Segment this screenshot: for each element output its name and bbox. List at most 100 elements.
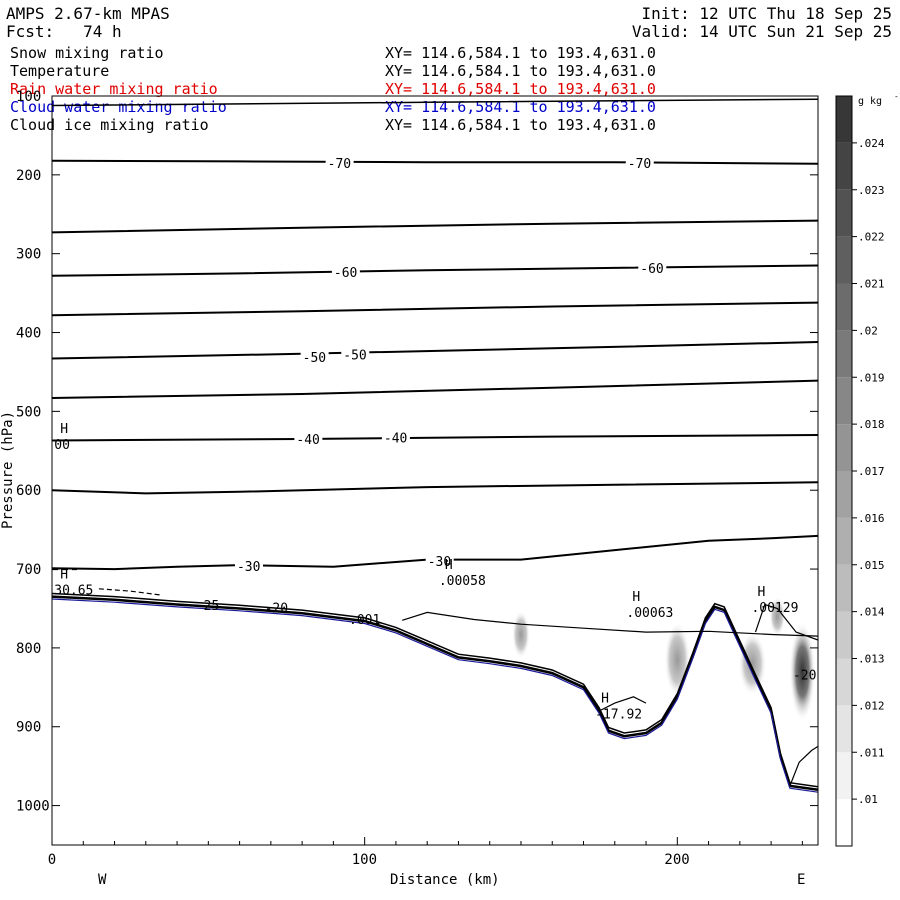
colorbar-tick-label: .023 — [858, 184, 885, 197]
isotherm-label: -30 — [237, 560, 260, 575]
contour-label: -25 — [196, 599, 219, 614]
field-name-cloud-ice: Cloud ice mixing ratio — [10, 116, 209, 134]
isotherm-line — [51, 264, 819, 277]
colorbar-tick-label: .015 — [858, 559, 885, 572]
colorbar-tick-label: .018 — [858, 418, 885, 431]
colorbar-segment — [836, 96, 852, 143]
isotherm-label: -70 — [628, 157, 651, 172]
isotherm-line — [51, 98, 819, 107]
high-marker: H — [445, 558, 453, 573]
colorbar-segment — [836, 377, 852, 425]
y-tick-label: 400 — [16, 326, 41, 342]
model-title: AMPS 2.67-km MPAS — [6, 4, 170, 23]
field-xy-rain: XY= 114.6,584.1 to 193.4,631.0 — [385, 80, 656, 98]
colorbar-tick-label: .011 — [858, 746, 885, 759]
high-value: -17.92 — [595, 707, 642, 722]
isotherm-label-bg — [381, 429, 410, 444]
colorbar-segment — [836, 424, 852, 471]
dashed-contour — [98, 588, 162, 596]
field-xy-snow: XY= 114.6,584.1 to 193.4,631.0 — [385, 44, 656, 62]
y-tick-label: 700 — [16, 562, 41, 578]
high-value: 00 — [54, 438, 70, 453]
y-tick-label: 500 — [16, 404, 41, 420]
high-value: .00058 — [439, 574, 486, 589]
forecast-hour: Fcst: 74 h — [6, 22, 122, 41]
isotherm-line — [51, 159, 819, 165]
isotherm-line — [51, 434, 819, 442]
isotherm-label-bg — [300, 348, 329, 363]
cloud-contour — [402, 611, 819, 637]
high-value: .00129 — [751, 601, 798, 616]
colorbar-tick-label: .022 — [858, 231, 885, 244]
high-marker: H — [601, 691, 609, 706]
colorbar-tick-label: .013 — [858, 653, 885, 666]
y-tick-label: 800 — [16, 641, 41, 657]
colorbar-segment — [836, 564, 852, 612]
isotherm-label-bg — [325, 155, 354, 170]
y-tick-label: 900 — [16, 720, 41, 736]
contour-label: -20 — [265, 601, 288, 616]
colorbar-segment — [836, 142, 852, 190]
colorbar-segment — [836, 611, 852, 659]
colorbar-tick-label: .014 — [858, 606, 885, 619]
colorbar-segment — [836, 799, 852, 846]
y-tick-label: 100 — [16, 89, 41, 105]
field-name-temperature: Temperature — [10, 62, 110, 80]
east-label: E — [797, 872, 805, 888]
cloud-contour — [789, 745, 819, 787]
isotherm-label-bg — [294, 430, 323, 445]
field-xy-temperature: XY= 114.6,584.1 to 193.4,631.0 — [385, 62, 656, 80]
colorbar-segment — [836, 283, 852, 331]
high-value: .00063 — [626, 606, 673, 621]
colorbar-segment — [836, 471, 852, 518]
y-tick-label: 1000 — [16, 799, 50, 815]
shading-blob — [789, 621, 816, 722]
isotherm-line — [51, 341, 819, 360]
colorbar-unit-exponent: -1 — [894, 92, 900, 101]
x-axis-label: Distance (km) — [390, 872, 500, 888]
colorbar-unit: g kg — [858, 96, 882, 107]
isotherm-label-bg — [341, 346, 370, 361]
terrain-line — [51, 592, 819, 788]
cloud-contour — [754, 603, 819, 641]
x-tick-label: 100 — [352, 852, 377, 868]
isotherm-label: -60 — [334, 266, 357, 281]
x-tick-label: 200 — [664, 852, 689, 868]
isotherm-label: -30 — [428, 555, 451, 570]
shading-blob — [664, 621, 691, 698]
field-xy-cloud-ice: XY= 114.6,584.1 to 193.4,631.0 — [385, 116, 656, 134]
contour-label: .001 — [349, 613, 380, 628]
isotherm-line — [51, 379, 819, 399]
isotherm-line — [51, 481, 819, 495]
isotherm-line — [51, 301, 819, 317]
init-time: Init: 12 UTC Thu 18 Sep 25 — [641, 4, 892, 23]
west-label: W — [98, 872, 107, 888]
valid-time: Valid: 14 UTC Sun 21 Sep 25 — [631, 22, 892, 41]
field-name-cloud-water: Cloud water mixing ratio — [10, 98, 227, 116]
colorbar-segment — [836, 658, 852, 706]
colorbar-tick-label: .017 — [858, 465, 885, 478]
y-tick-label: 200 — [16, 168, 41, 184]
colorbar-segment — [836, 330, 852, 378]
y-tick-label: 600 — [16, 483, 41, 499]
isotherm-label-bg — [425, 553, 454, 568]
colorbar-segment — [836, 236, 852, 284]
isotherm-label-bg — [234, 557, 263, 572]
high-marker: H — [757, 585, 765, 600]
colorbar-segment — [836, 189, 852, 237]
colorbar-segment — [836, 752, 852, 800]
y-tick-label: 300 — [16, 247, 41, 263]
terrain-line — [51, 598, 819, 793]
field-name-rain: Rain water mixing ratio — [10, 80, 218, 98]
high-value: 30.65 — [54, 584, 93, 599]
colorbar-segment — [836, 517, 852, 565]
high-marker: H — [60, 422, 68, 437]
x-tick-label: 0 — [48, 852, 56, 868]
colorbar-tick-label: .01 — [858, 793, 878, 806]
high-marker: H — [632, 590, 640, 605]
isotherm-line — [51, 219, 819, 234]
isotherm-label: -50 — [303, 351, 326, 366]
colorbar-tick-label: .021 — [858, 278, 885, 291]
contour-label: -20 — [793, 668, 816, 683]
